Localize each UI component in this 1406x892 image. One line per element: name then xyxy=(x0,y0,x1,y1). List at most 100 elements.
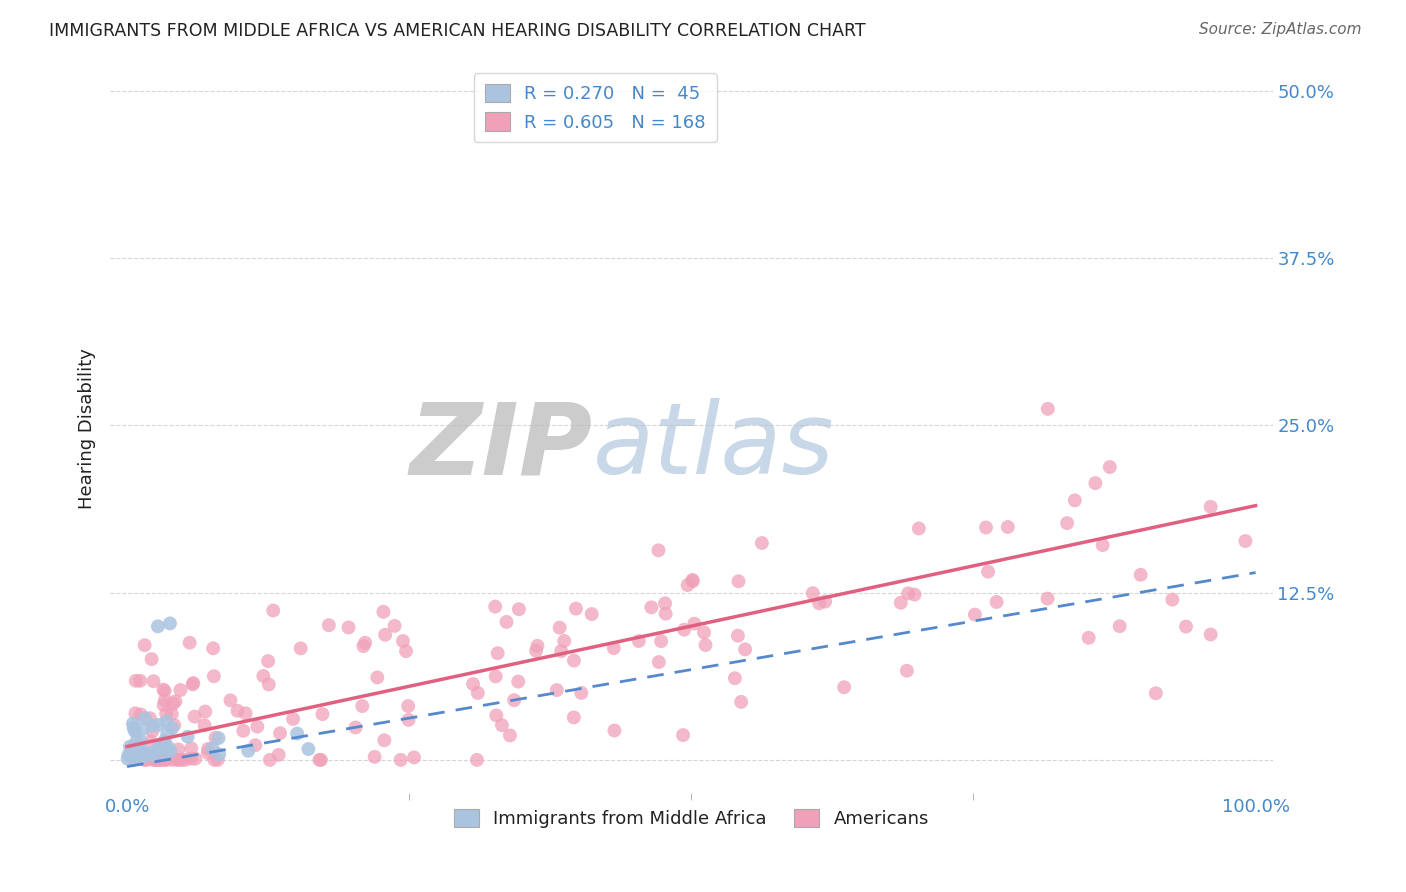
Point xyxy=(896,664,918,678)
Point xyxy=(311,707,333,722)
Point xyxy=(491,718,513,732)
Point xyxy=(131,749,153,764)
Point xyxy=(485,669,508,683)
Point xyxy=(124,739,146,754)
Point xyxy=(352,699,374,714)
Point xyxy=(730,695,752,709)
Point xyxy=(246,720,269,734)
Point xyxy=(159,616,181,631)
Point xyxy=(124,752,146,766)
Point xyxy=(389,753,412,767)
Point xyxy=(904,588,927,602)
Point xyxy=(177,730,200,744)
Point xyxy=(124,724,146,739)
Point xyxy=(125,741,148,756)
Point xyxy=(160,721,183,735)
Point xyxy=(832,680,855,694)
Point xyxy=(526,639,548,653)
Point xyxy=(208,747,231,762)
Point xyxy=(269,726,291,740)
Point xyxy=(727,629,749,643)
Point xyxy=(197,746,219,760)
Point xyxy=(1098,460,1121,475)
Point xyxy=(1063,493,1085,508)
Point xyxy=(890,596,912,610)
Point xyxy=(553,634,575,648)
Point xyxy=(647,543,669,558)
Point xyxy=(548,621,571,635)
Point xyxy=(174,753,197,767)
Point xyxy=(157,740,180,755)
Point xyxy=(1036,591,1059,606)
Point xyxy=(155,706,177,721)
Point xyxy=(152,739,174,753)
Point xyxy=(581,607,603,621)
Point xyxy=(149,753,172,767)
Point xyxy=(392,634,415,648)
Point xyxy=(486,646,509,660)
Point xyxy=(252,669,274,683)
Point xyxy=(155,753,177,767)
Point xyxy=(1199,627,1222,641)
Point xyxy=(693,625,716,640)
Point xyxy=(546,683,568,698)
Point xyxy=(682,574,704,589)
Point xyxy=(117,748,139,763)
Point xyxy=(673,623,696,637)
Point xyxy=(676,578,699,592)
Point xyxy=(202,669,225,683)
Point xyxy=(156,727,179,741)
Point xyxy=(184,752,207,766)
Point xyxy=(318,618,340,632)
Point xyxy=(124,739,146,753)
Point xyxy=(373,733,395,747)
Point xyxy=(153,693,176,707)
Point xyxy=(120,744,142,758)
Point xyxy=(124,723,146,737)
Point xyxy=(499,728,522,742)
Point xyxy=(148,718,170,732)
Point xyxy=(193,718,215,732)
Point xyxy=(141,724,163,739)
Point xyxy=(727,574,749,589)
Point xyxy=(297,742,319,756)
Point xyxy=(180,752,202,766)
Point xyxy=(654,596,676,610)
Point xyxy=(508,602,530,616)
Point xyxy=(155,714,177,729)
Point xyxy=(366,670,388,684)
Point xyxy=(146,753,169,767)
Point xyxy=(163,718,186,732)
Point xyxy=(801,586,824,600)
Point xyxy=(963,607,986,622)
Point xyxy=(155,753,177,767)
Point xyxy=(181,677,204,691)
Point xyxy=(138,747,160,761)
Point xyxy=(132,747,155,762)
Point xyxy=(232,723,254,738)
Point xyxy=(308,753,330,767)
Point xyxy=(627,634,650,648)
Point xyxy=(125,747,148,761)
Point xyxy=(695,638,717,652)
Point xyxy=(125,673,148,688)
Point xyxy=(485,708,508,723)
Point xyxy=(207,753,229,767)
Point xyxy=(337,620,360,634)
Point xyxy=(1161,592,1184,607)
Point xyxy=(1175,619,1198,633)
Point xyxy=(129,744,152,758)
Point xyxy=(344,721,367,735)
Point xyxy=(219,693,242,707)
Point xyxy=(1108,619,1130,633)
Point xyxy=(262,603,284,617)
Point xyxy=(202,753,225,767)
Point xyxy=(142,745,165,759)
Point xyxy=(681,573,703,587)
Point xyxy=(908,521,931,535)
Point xyxy=(654,607,676,621)
Point xyxy=(145,753,167,767)
Point xyxy=(129,707,152,722)
Point xyxy=(169,683,191,698)
Point xyxy=(204,731,226,745)
